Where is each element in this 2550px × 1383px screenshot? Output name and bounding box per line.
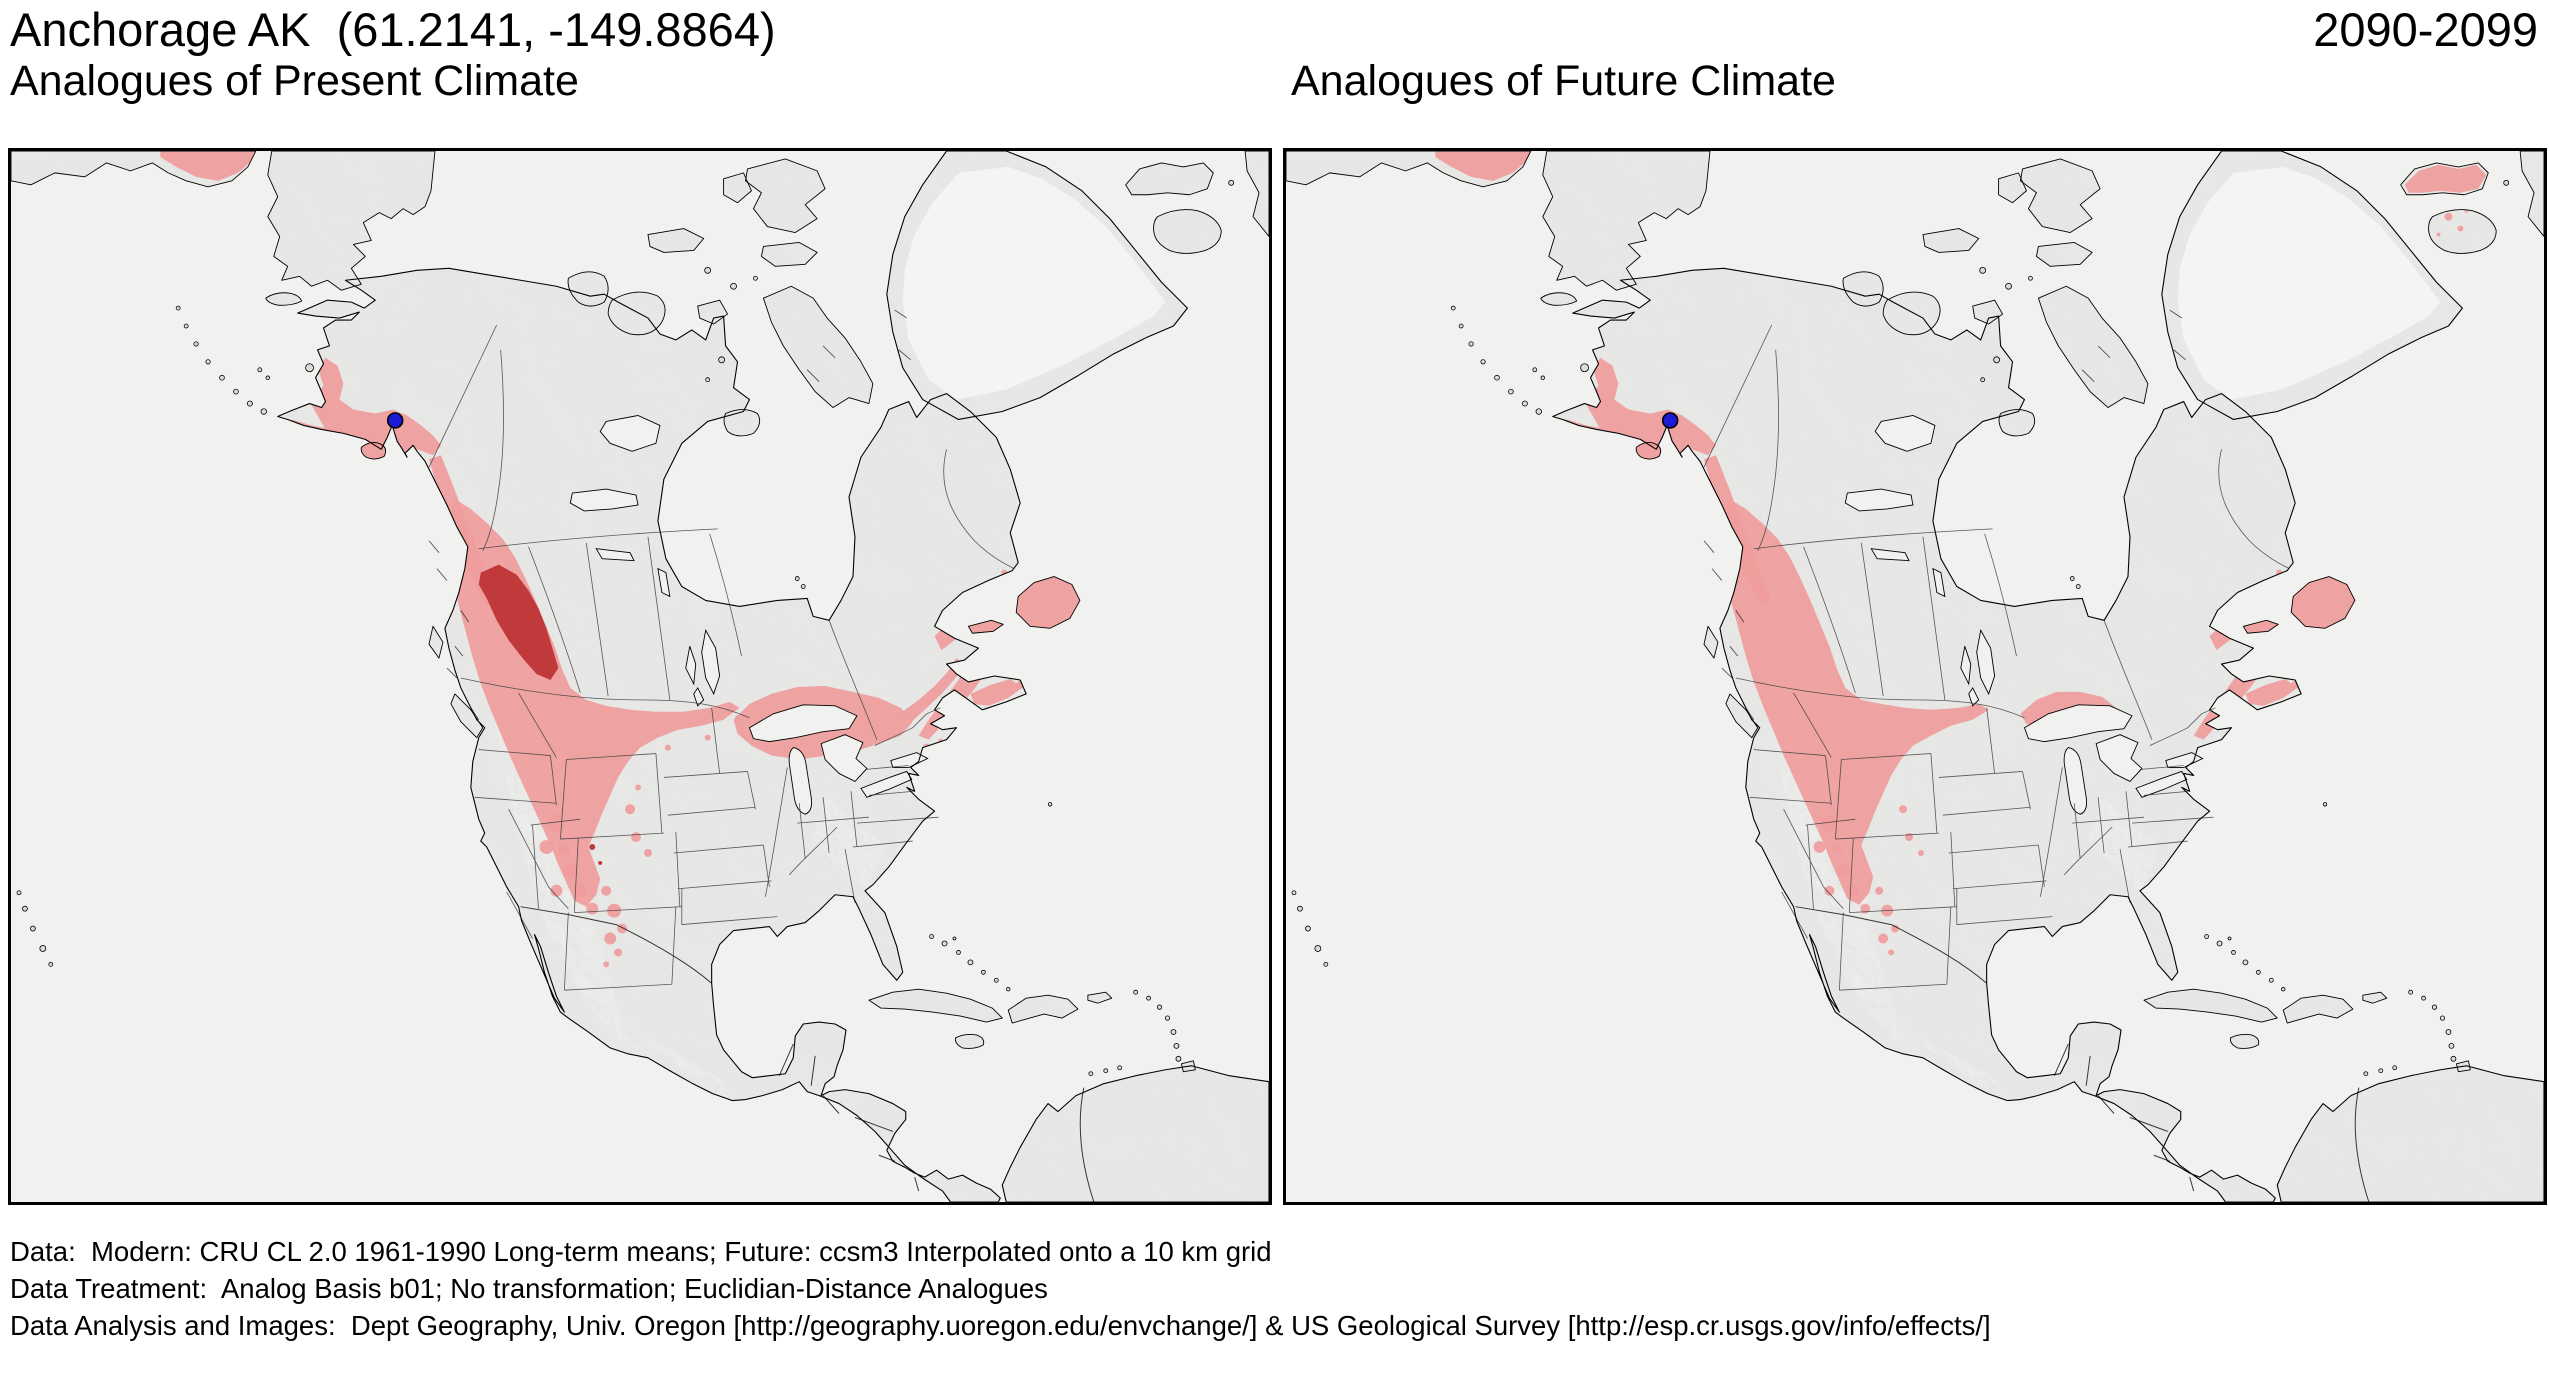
anchorage-marker bbox=[386, 412, 404, 429]
period-label: 2090-2099 bbox=[2313, 3, 2538, 56]
map-panel-present bbox=[8, 148, 1272, 1205]
page-title: Anchorage AK (61.2141, -149.8864) bbox=[10, 3, 776, 56]
data-source-footer: Data: Modern: CRU CL 2.0 1961-1990 Long-… bbox=[10, 1233, 1991, 1344]
subtitle-present: Analogues of Present Climate bbox=[10, 57, 579, 105]
anchorage-marker bbox=[1661, 412, 1679, 429]
footer-credits-line: Data Analysis and Images: Dept Geography… bbox=[10, 1310, 1991, 1341]
footer-treatment-line: Data Treatment: Analog Basis b01; No tra… bbox=[10, 1273, 1048, 1304]
map-present bbox=[11, 151, 1269, 1202]
footer-data-line: Data: Modern: CRU CL 2.0 1961-1990 Long-… bbox=[10, 1236, 1272, 1267]
map-panel-future bbox=[1283, 148, 2547, 1205]
subtitle-future: Analogues of Future Climate bbox=[1291, 57, 1836, 105]
map-future bbox=[1286, 151, 2544, 1202]
